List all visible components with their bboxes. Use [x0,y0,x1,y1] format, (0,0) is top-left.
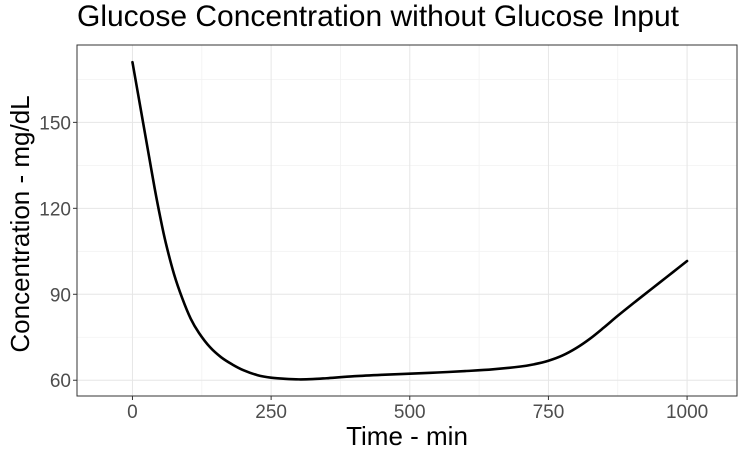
series-layer [131,60,689,381]
grid-layer [77,45,737,396]
y-tick-label: 90 [50,285,71,306]
series-line-0 [131,60,689,381]
y-tick-label: 150 [39,113,71,134]
panel-border [76,44,738,397]
x-tick-label: 250 [255,402,287,423]
y-axis-title: Concentration - mg/dL [5,95,35,353]
y-tick-label: 120 [39,199,71,220]
x-tick-label: 0 [127,402,138,423]
x-tick-label: 750 [533,402,565,423]
x-tick-label: 500 [394,402,426,423]
x-tick-label: 1000 [666,402,708,423]
chart-title: Glucose Concentration without Glucose In… [77,0,680,33]
x-axis-title: Time - min [346,421,468,451]
ticks-layer: 0 250 500 750 1000 60 90 120 150 [39,113,708,423]
y-tick-label: 60 [50,371,71,392]
